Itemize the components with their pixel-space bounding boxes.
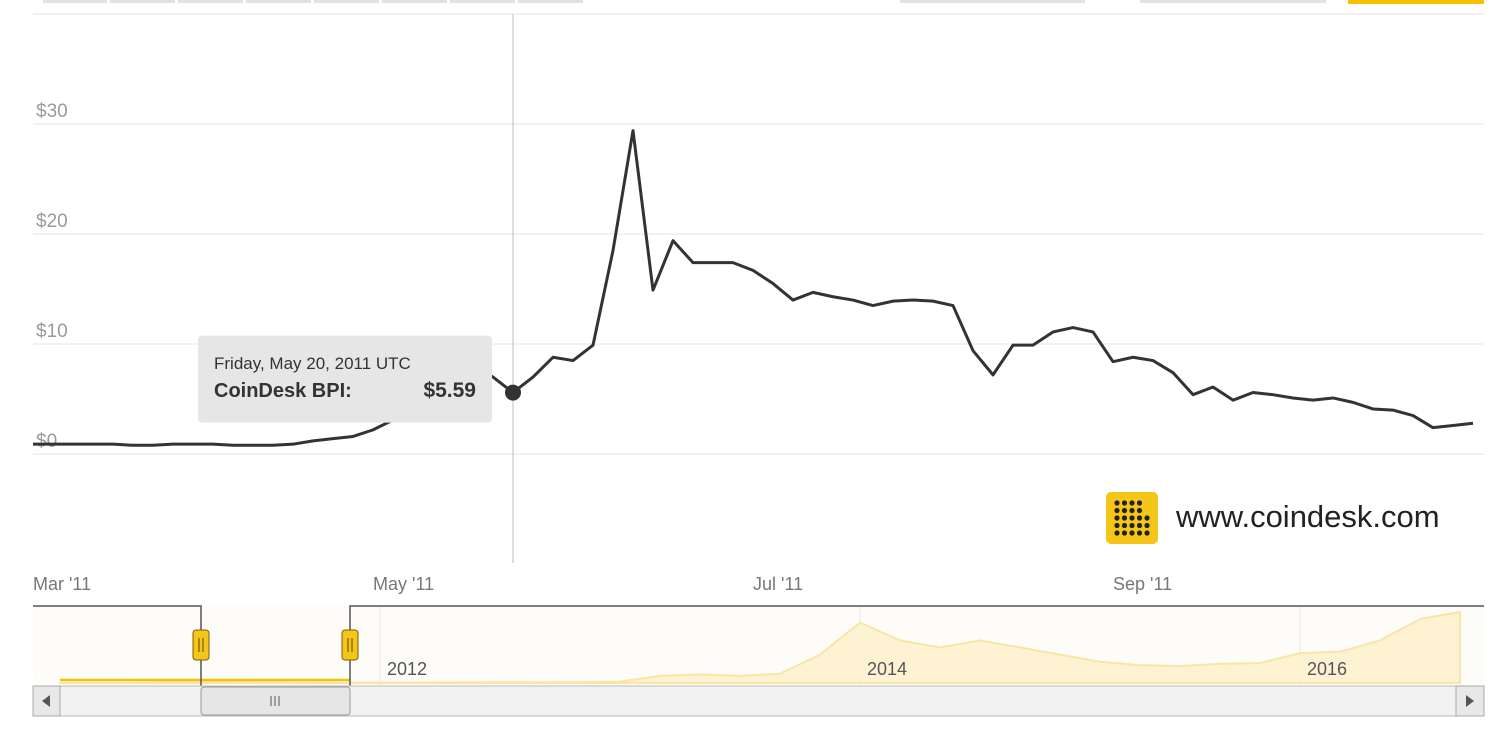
x-tick-label: Mar '11 (33, 574, 91, 594)
logo-dot (1129, 500, 1135, 506)
x-tick-label: Jul '11 (753, 574, 803, 594)
year-label: 2016 (1307, 659, 1347, 679)
year-label: 2012 (387, 659, 427, 679)
x-tick-label: May '11 (373, 574, 434, 594)
active-button[interactable] (1348, 0, 1484, 4)
y-tick-label: $10 (36, 321, 68, 342)
logo-dot (1114, 522, 1120, 529)
range-button[interactable] (110, 0, 175, 3)
range-button[interactable] (518, 0, 583, 3)
watermark: www.coindesk.com (1106, 492, 1440, 544)
navigator: 2012 2014 2016 (33, 605, 1484, 686)
tooltip-label: CoinDesk BPI: (214, 380, 352, 402)
date-input[interactable] (900, 0, 1085, 3)
hover-point (505, 384, 521, 401)
logo-dot (1114, 515, 1120, 521)
toolbar (43, 0, 1484, 4)
logo-dot (1136, 522, 1143, 529)
logo-dot (1129, 522, 1135, 529)
main-plot: $0 $10 $20 $30 Mar '11 May '11 Jul '11 Sep '11 F… (33, 14, 1484, 594)
tooltip-box (198, 335, 492, 423)
range-button[interactable] (43, 0, 107, 3)
logo-dot (1136, 500, 1143, 506)
logo-dot (1136, 507, 1143, 514)
scrollbar (32, 685, 1485, 717)
year-label: 2014 (867, 659, 907, 679)
range-handle[interactable] (341, 629, 359, 661)
arrow-right (1466, 695, 1474, 707)
selected-window (201, 606, 350, 686)
y-tick-label: $30 (36, 101, 68, 122)
logo-dot (1114, 500, 1120, 506)
range-button[interactable] (314, 0, 379, 3)
logo-dot (1129, 507, 1135, 514)
logo-dot (1121, 522, 1128, 529)
logo-dot (1136, 515, 1143, 521)
range-button[interactable] (178, 0, 243, 3)
x-tick-label: Sep '11 (1113, 574, 1172, 594)
thumb-grip (270, 696, 280, 706)
logo-dot (1121, 515, 1128, 521)
logo-dot (1121, 530, 1128, 536)
logo-dot (1129, 515, 1135, 521)
logo-dots (1114, 500, 1150, 536)
logo-dot (1114, 530, 1120, 536)
logo-dot (1121, 500, 1128, 506)
logo-dot (1121, 507, 1128, 514)
y-tick-label: $0 (36, 431, 57, 452)
logo-dot (1144, 530, 1150, 536)
logo-dot (1144, 522, 1150, 529)
y-tick-label: $20 (36, 211, 68, 232)
navigator-area (59, 610, 1461, 684)
range-button[interactable] (450, 0, 515, 3)
watermark-text: www.coindesk.com (1175, 499, 1440, 534)
tooltip-date: Friday, May 20, 2011 UTC (214, 354, 411, 373)
range-button[interactable] (246, 0, 311, 3)
range-handle[interactable] (192, 629, 210, 661)
range-button[interactable] (382, 0, 447, 3)
logo-dot (1129, 530, 1135, 536)
logo-dot (1144, 515, 1150, 521)
arrow-left (42, 695, 50, 707)
price-line (33, 129, 1474, 447)
tooltip-value: $5.59 (423, 379, 476, 402)
logo-dot (1114, 507, 1120, 514)
logo-dot (1136, 530, 1143, 536)
date-input[interactable] (1140, 0, 1326, 3)
